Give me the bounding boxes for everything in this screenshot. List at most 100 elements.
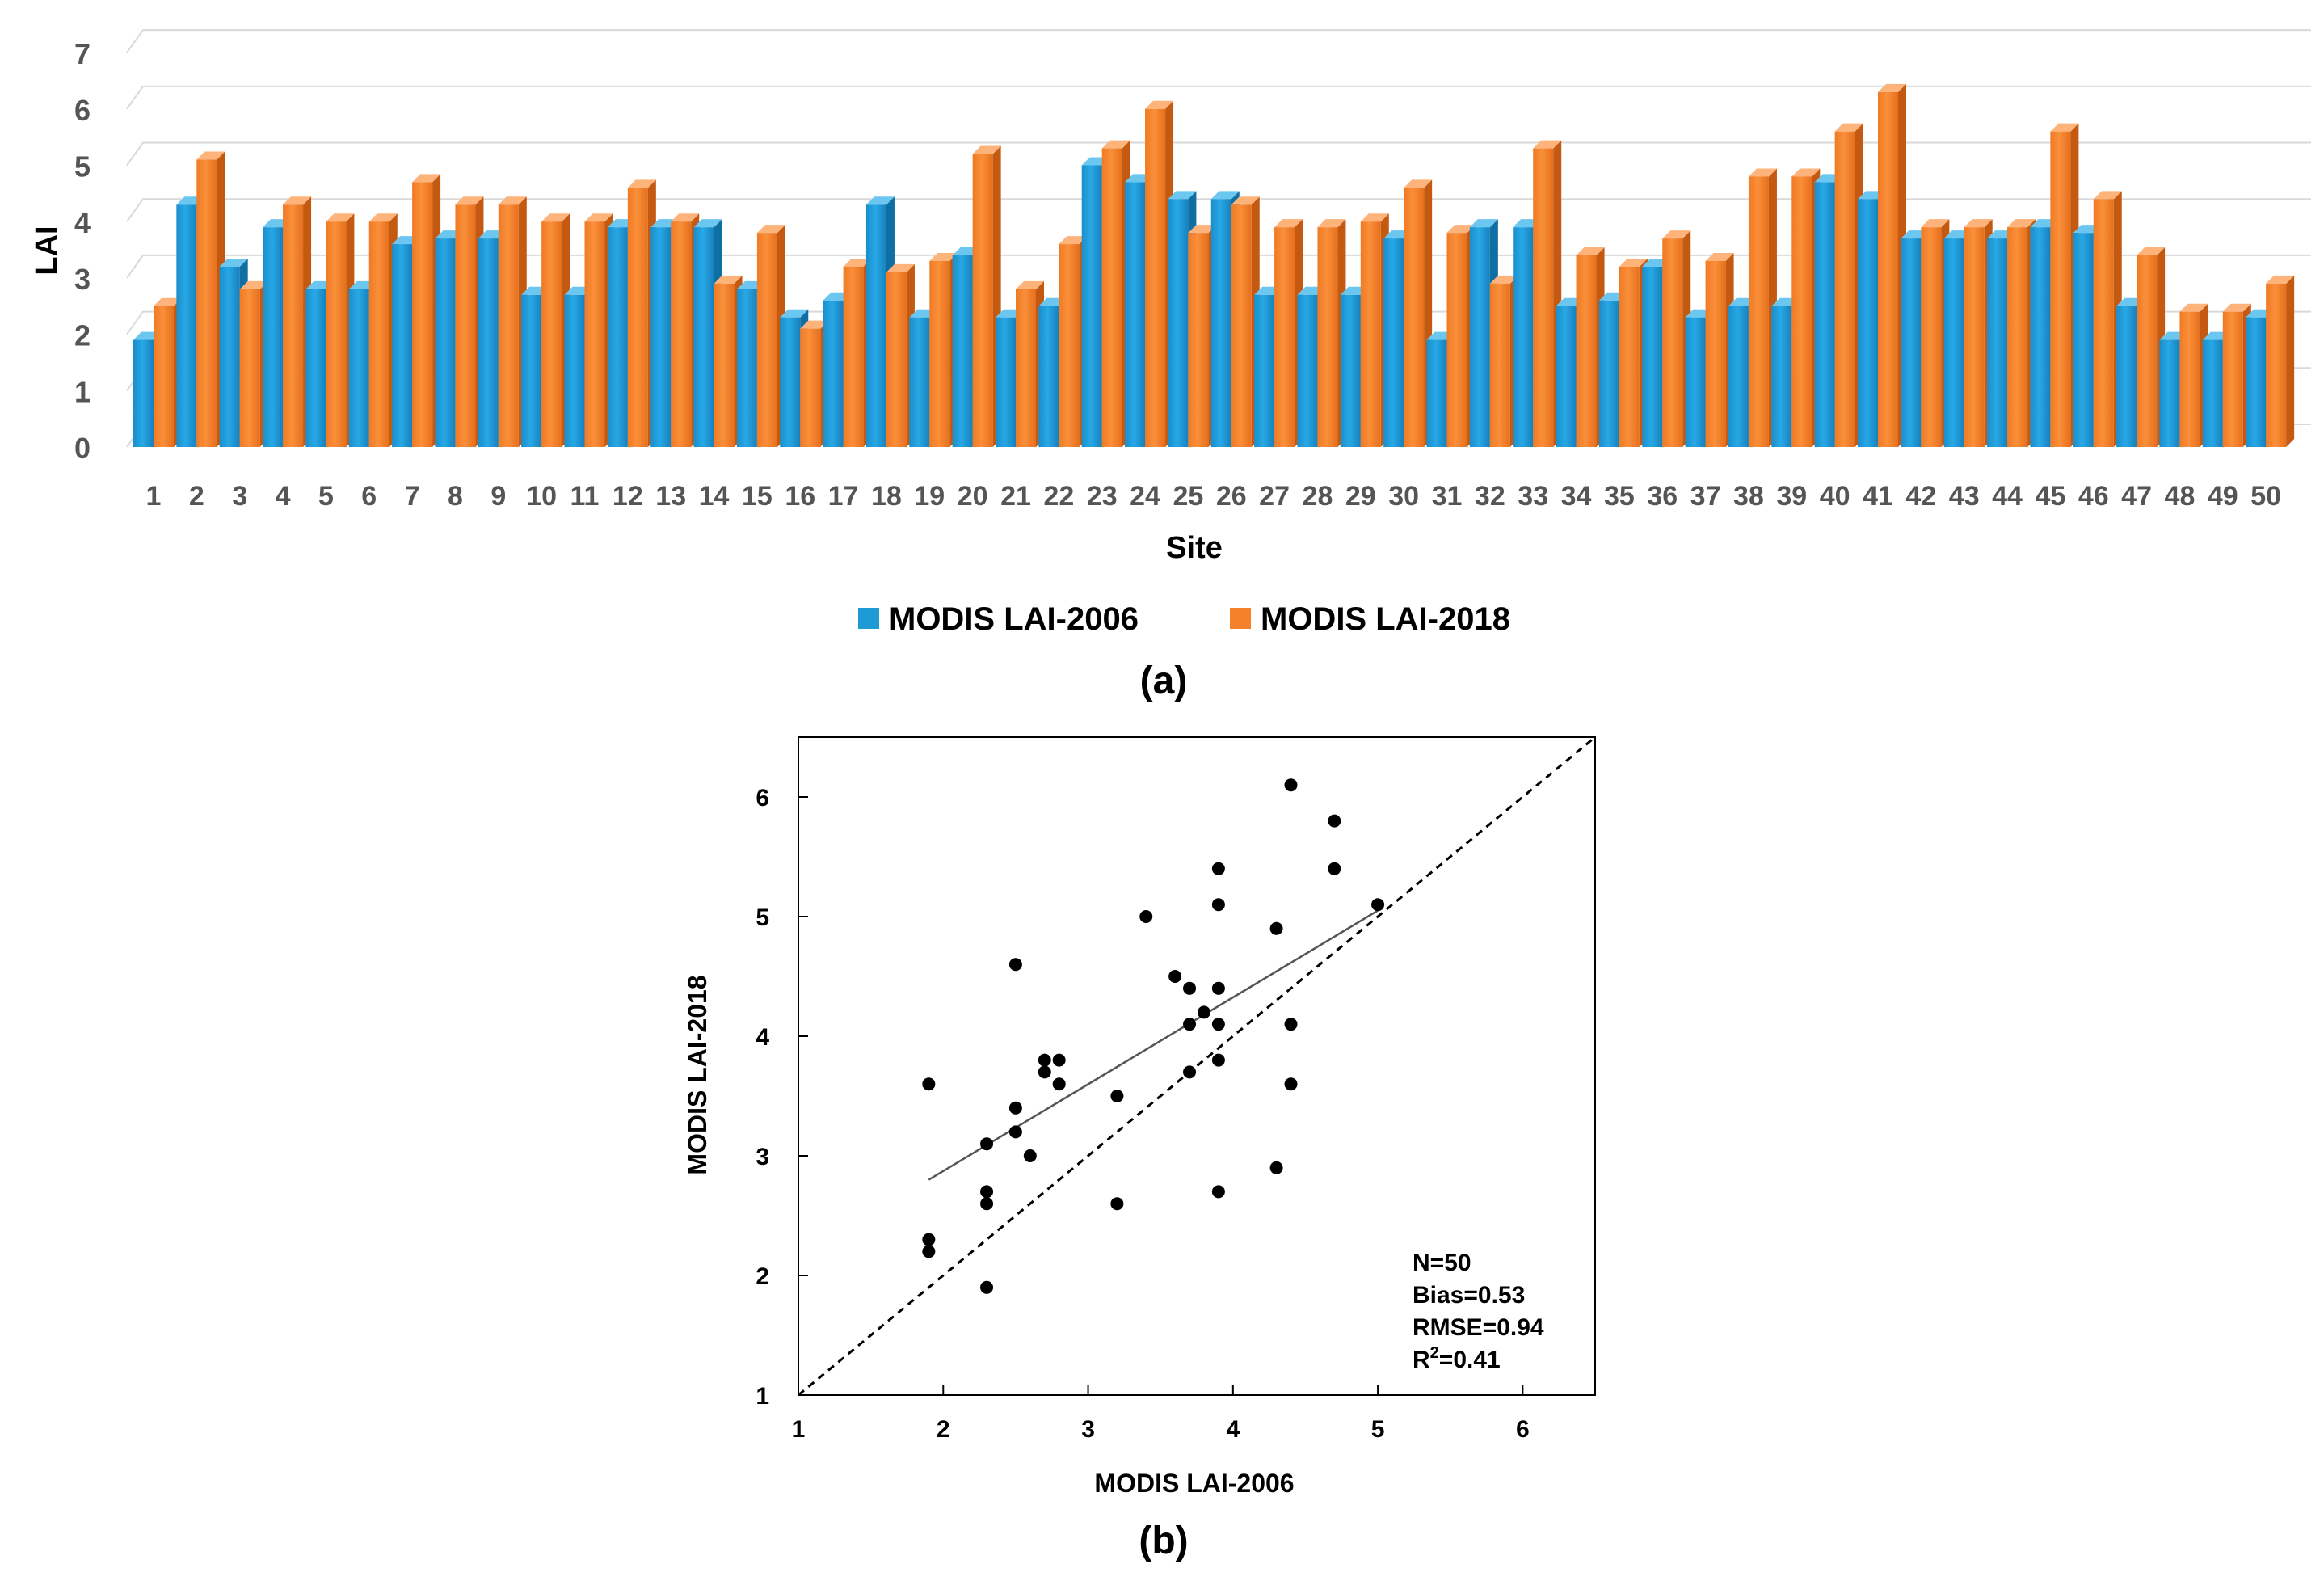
bar-front-face [1834,131,1855,447]
bar-front-face [1340,294,1361,447]
bar-x-tick-label: 44 [1992,481,2023,512]
bar-y-tick-label: 6 [74,94,91,127]
bar-front-face [886,272,907,447]
bar-front-face [1771,306,1792,447]
bar-front-face [133,339,154,447]
bar-x-tick-label: 16 [785,481,815,512]
bar-top-face [1360,213,1389,222]
stat-bias: Bias=0.53 [1413,1282,1525,1309]
bar-front-face [1383,238,1404,447]
bar-front-face [1274,227,1295,447]
bar-front-face [1642,266,1663,447]
bar-front-face [1125,182,1146,447]
bar-side-face [2286,275,2295,447]
bar-top-face [196,151,225,160]
bar-top-face [1059,236,1088,245]
bar-top-face [2266,275,2295,284]
scatter-points [922,778,1385,1294]
bar-y-tick-label: 0 [74,432,91,465]
bar-front-face [1858,199,1878,447]
bar-gridline [126,29,2311,53]
bar-x-tick-label: 38 [1733,481,1764,512]
bar-front-face [392,244,413,447]
scatter-point [1284,1077,1298,1091]
bar-x-tick-label: 14 [699,481,730,512]
bar-front-face [780,317,801,447]
bar-front-face [1901,238,1922,447]
bar-x-tick-label: 17 [828,481,859,512]
bar-top-face [1576,247,1605,256]
bar-front-face [1145,108,1166,448]
legend-label-2018: MODIS LAI-2018 [1261,601,1510,637]
bar-y-tick-label: 7 [74,37,91,70]
bar-x-tick-label: 47 [2121,481,2152,512]
scatter-y-tick-label: 5 [756,904,769,931]
bar-x-tick-label: 18 [871,481,902,512]
bar-front-face [1360,221,1381,447]
bar-gridline [126,85,2311,110]
scatter-point [1328,862,1341,875]
bar-front-face [972,154,993,447]
scatter-x-tick-label: 1 [792,1416,806,1443]
scatter-x-tick-label: 3 [1081,1416,1095,1443]
scatter-y-tick-label: 1 [756,1383,769,1410]
bar-front-face [865,204,886,448]
scatter-point [1269,921,1283,935]
bar-top-face [627,179,656,188]
bar-top-face [1489,275,1518,284]
bar-top-face [1705,252,1734,261]
bar-front-face [1964,227,1985,447]
bar-top-face [1188,225,1217,234]
bar-x-tick-label: 6 [361,481,377,512]
bar-front-face [564,294,585,447]
bar-top-face [412,174,441,183]
bar-top-face [1016,280,1044,289]
bar-front-face [627,188,648,447]
bar-front-face [1404,188,1425,447]
bar-front-face [1489,283,1510,447]
bar-front-face [2073,233,2094,447]
scatter-point [1139,910,1153,923]
bar-front-face [1081,165,1102,447]
bar-front-face [326,221,347,447]
bar-y-tick-label: 4 [74,206,91,239]
scatter-point [1211,898,1225,912]
bar-top-face [239,280,268,289]
bar-top-face [693,219,722,228]
bar-top-face [972,145,1001,154]
bar-front-face [2093,199,2114,447]
bar-x-tick-label: 26 [1216,481,1247,512]
bar-chart-gridlines [126,29,2311,448]
scatter-point [1008,1125,1022,1139]
bar-top-face [1317,219,1346,228]
scatter-point [1052,1077,1066,1091]
bar-front-face [1210,199,1231,447]
scatter-point [1038,1053,1051,1067]
bar-x-tick-label: 24 [1130,481,1160,512]
bar-top-face [886,263,915,272]
bar-top-face [326,213,355,222]
bar-front-face [412,182,433,447]
bar-front-face [2137,255,2158,447]
bar-x-tick-label: 1 [146,481,162,512]
bar-x-tick-label: 22 [1043,481,1074,512]
bar-front-face [1662,238,1683,447]
bar-x-tick-label: 9 [490,481,506,512]
bar-front-face [996,317,1016,447]
bar-front-face [455,204,476,448]
bar-front-face [1728,306,1749,447]
bar-top-face [1168,191,1197,200]
bar-x-tick-label: 50 [2250,481,2281,512]
bar-2018-site-1 [154,297,182,447]
legend-swatch-2018 [1230,608,1251,629]
scatter-point [1211,1053,1225,1067]
scatter-chart-panel-b: 1 2 3 4 5 6 1 2 3 4 5 6 MODIS LAI-2006 MODIS LAI-20… [683,736,1596,1562]
scatter-point [1371,898,1385,912]
bar-top-face [1921,219,1950,228]
bar-top-face [671,213,700,222]
bar-x-tick-label: 43 [1949,481,1980,512]
scatter-axis-ticks: 1 2 3 4 5 6 1 2 3 4 5 6 [756,785,1529,1443]
bar-front-face [283,204,304,448]
scatter-point [1211,862,1225,875]
